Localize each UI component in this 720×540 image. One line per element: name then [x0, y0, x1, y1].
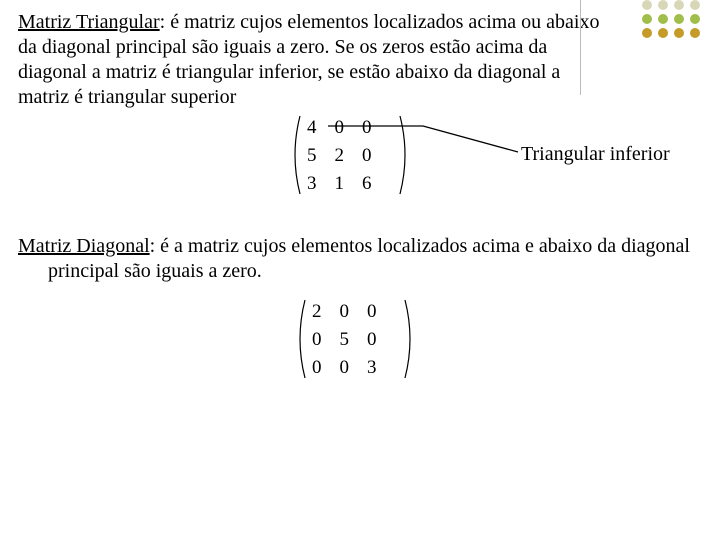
dot — [674, 28, 684, 38]
dot — [658, 14, 668, 24]
callout-label: Triangular inferior — [521, 142, 670, 167]
matrix-area-2: 200 050 003 — [18, 298, 702, 398]
dot — [642, 14, 652, 24]
dot — [642, 28, 652, 38]
matrix-area-1: 400 520 316 Triangular inferior — [18, 114, 702, 214]
dot — [658, 28, 668, 38]
dot — [674, 14, 684, 24]
term-diagonal: Matriz Diagonal — [18, 235, 150, 257]
paragraph-diagonal: Matriz Diagonal: é a matriz cujos elemen… — [48, 234, 702, 284]
dot — [642, 0, 652, 10]
paragraph-triangular: Matriz Triangular: é matriz cujos elemen… — [18, 10, 613, 110]
dots-row-1 — [580, 0, 700, 10]
matrix-diagonal: 200 050 003 — [303, 298, 386, 381]
corner-decoration — [580, 0, 700, 70]
dot — [658, 0, 668, 10]
matrix-brackets-icon — [288, 112, 418, 198]
matrix-brackets-icon — [293, 296, 423, 382]
term-triangular: Matriz Triangular — [18, 11, 160, 33]
matrix-triangular: 400 520 316 — [298, 114, 381, 197]
dot — [690, 0, 700, 10]
dots-row-2 — [580, 14, 700, 24]
dot — [674, 0, 684, 10]
dot — [690, 14, 700, 24]
dots-row-3 — [580, 28, 700, 38]
dot — [690, 28, 700, 38]
decoration-vline — [580, 0, 581, 95]
